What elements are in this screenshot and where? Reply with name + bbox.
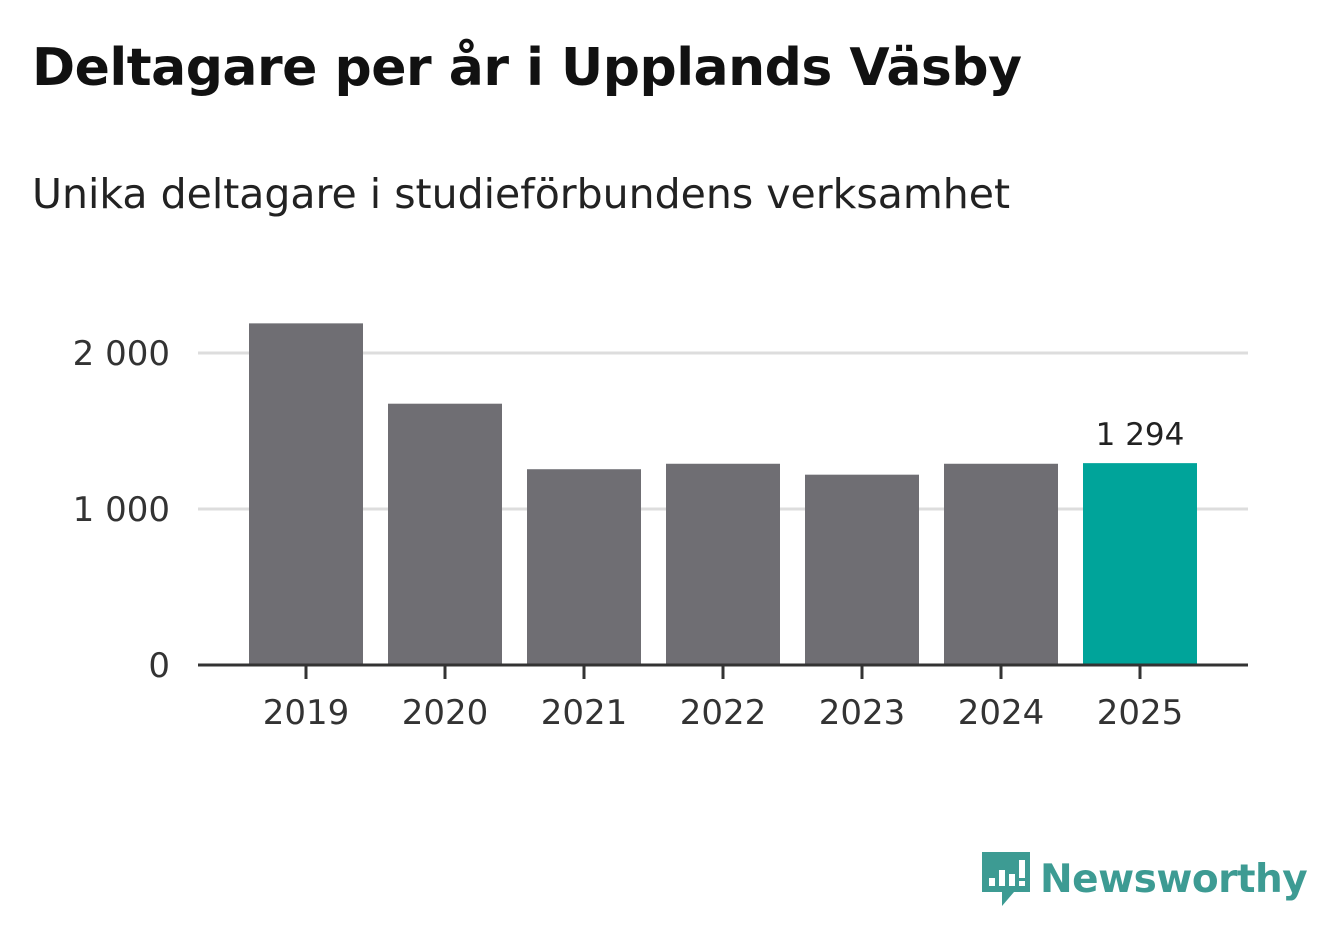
x-tick-label: 2022 <box>680 693 767 733</box>
y-tick-label: 1 000 <box>73 490 170 530</box>
bar-2021 <box>527 469 641 665</box>
bar-2023 <box>805 474 919 665</box>
bar-2024 <box>944 463 1058 665</box>
bar-2025 <box>1083 463 1197 665</box>
y-tick-label: 2 000 <box>73 334 170 374</box>
x-tick-label: 2019 <box>263 693 350 733</box>
chart-title: Deltagare per år i Upplands Väsby <box>32 38 1022 98</box>
chart-subtitle: Unika deltagare i studieförbundens verks… <box>32 170 1011 218</box>
labels: 0 1 000 2 000 2019 2020 2021 2022 2023 2024 2025 1… <box>73 334 1185 733</box>
bar-2020 <box>388 403 502 665</box>
bar-2019 <box>249 323 363 665</box>
y-tick-label: 0 <box>148 646 170 686</box>
x-tick-label: 2023 <box>819 693 906 733</box>
x-tick-label: 2025 <box>1097 693 1184 733</box>
brand-name: Newsworthy <box>1040 856 1308 902</box>
bars <box>249 323 1197 665</box>
newsworthy-logo: Newsworthy <box>980 848 1308 910</box>
axes <box>198 663 1248 679</box>
x-tick-label: 2021 <box>541 693 628 733</box>
bar-2022 <box>666 463 780 665</box>
x-tick-label: 2024 <box>958 693 1045 733</box>
data-label: 1 294 <box>1096 417 1185 453</box>
x-tick-label: 2020 <box>402 693 489 733</box>
newsworthy-chat-chart-icon <box>982 852 1030 906</box>
